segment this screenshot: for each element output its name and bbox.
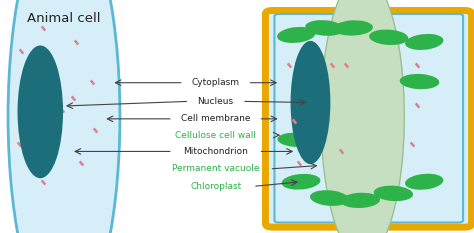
Text: Permanent vacuole: Permanent vacuole — [172, 164, 259, 173]
Text: Nucleus: Nucleus — [198, 97, 234, 106]
Text: Cellulose cell wall: Cellulose cell wall — [175, 131, 256, 140]
Ellipse shape — [310, 190, 349, 206]
Ellipse shape — [340, 193, 380, 208]
Ellipse shape — [277, 133, 315, 147]
Ellipse shape — [277, 27, 315, 43]
Ellipse shape — [305, 20, 344, 36]
Ellipse shape — [282, 174, 320, 190]
Ellipse shape — [291, 41, 330, 164]
Ellipse shape — [400, 74, 439, 89]
Text: Animal cell: Animal cell — [27, 12, 101, 25]
Ellipse shape — [8, 0, 120, 233]
Text: Cytoplasm: Cytoplasm — [191, 78, 240, 87]
Text: Cell membrane: Cell membrane — [181, 114, 250, 123]
Ellipse shape — [18, 45, 63, 178]
Text: Mitochondrion: Mitochondrion — [183, 147, 248, 156]
Text: Plant Cell: Plant Cell — [344, 12, 415, 25]
Ellipse shape — [333, 20, 373, 36]
Ellipse shape — [374, 186, 413, 201]
FancyBboxPatch shape — [274, 14, 463, 223]
Ellipse shape — [369, 30, 408, 45]
FancyBboxPatch shape — [265, 10, 472, 227]
Ellipse shape — [405, 174, 443, 190]
Ellipse shape — [321, 0, 404, 233]
Text: Chloroplast: Chloroplast — [190, 182, 241, 191]
Ellipse shape — [405, 34, 443, 50]
